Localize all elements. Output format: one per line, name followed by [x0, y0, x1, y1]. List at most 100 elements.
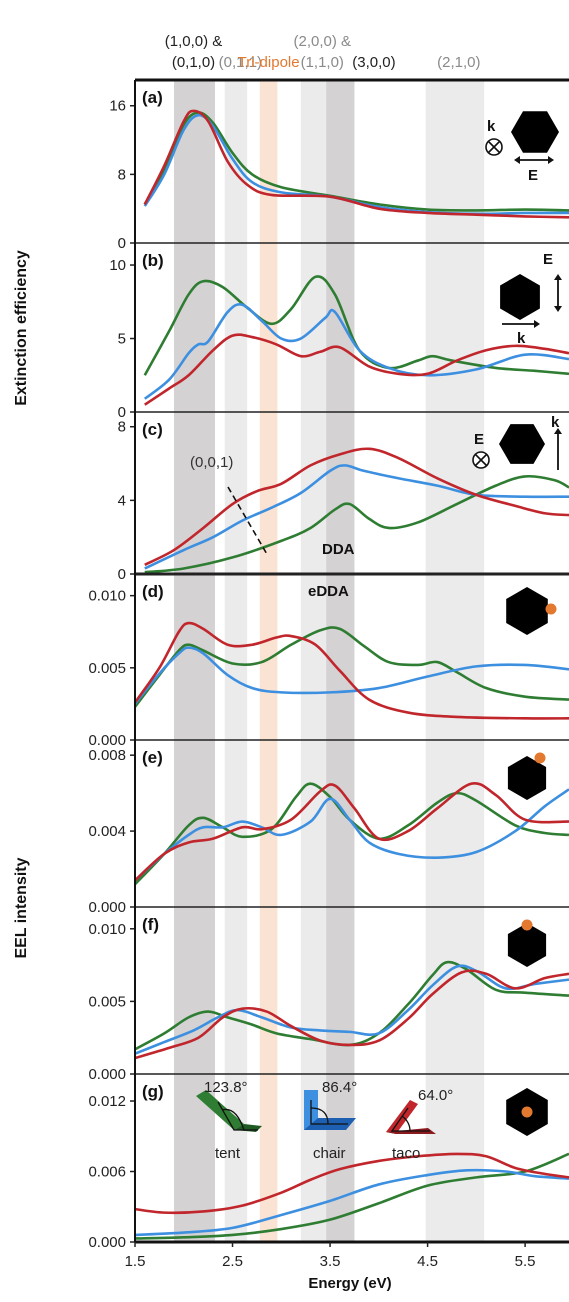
mode-label-2: Tri-dipole — [238, 54, 300, 71]
panel-letter: (d) — [142, 582, 164, 601]
beam-spot-icon — [545, 603, 557, 615]
x-tick-label: 3.5 — [320, 1253, 341, 1270]
hexagon-icon — [507, 923, 547, 967]
e-label: E — [528, 167, 538, 184]
series-blue-line — [134, 1168, 569, 1237]
y-tick-label: 0.005 — [88, 660, 126, 677]
panel-letter: (a) — [142, 88, 163, 107]
y-tick-label: 0.008 — [88, 747, 126, 764]
chair-structure-icon-angle-arc — [310, 1107, 329, 1125]
mode-label-line: (0,1,0) — [172, 54, 215, 71]
tent-structure-icon-angle-arc — [221, 1108, 245, 1131]
beam-spot-icon — [534, 752, 546, 764]
mode-label-line: (0,1,1) — [219, 54, 262, 71]
fold-angle-label: 123.8° — [204, 1079, 248, 1096]
mode-label-1: (0,1,1) — [219, 54, 262, 71]
arrow-up-icon — [554, 428, 562, 434]
y-tick-label: 0.004 — [88, 823, 126, 840]
series-green-line — [144, 474, 569, 574]
series-green-line — [134, 782, 569, 886]
series-red-line — [144, 333, 569, 406]
y-tick-label: 0.005 — [88, 993, 126, 1010]
taco-structure-icon-angle-line — [390, 1107, 430, 1132]
y-tick-label: 0.000 — [88, 1234, 126, 1251]
y-tick-label: 8 — [118, 166, 126, 183]
arrow-right-icon — [534, 320, 540, 328]
fold-angle-label: 86.4° — [322, 1079, 357, 1096]
y-axis-label-extinction: Extinction efficiency — [13, 250, 30, 406]
mode-band-0 — [174, 80, 215, 1242]
mode-label-4: (3,0,0) — [352, 54, 395, 71]
panel-c: 0 4 8 (c) — [118, 419, 569, 583]
tent-structure-icon — [196, 1090, 262, 1132]
x-tick-label: 4.5 — [417, 1253, 438, 1270]
beam-spot-icon — [521, 919, 533, 931]
panel-a: 0 8 16 (a) — [109, 88, 569, 252]
structure-name-label: tent — [215, 1145, 241, 1162]
k-label: k — [551, 414, 560, 431]
y-tick-label: 0 — [118, 235, 126, 252]
series-green-line — [134, 1152, 569, 1240]
y-axis-label-eel: EEL intensity — [13, 857, 30, 958]
y-tick-label: 10 — [109, 257, 126, 274]
k-label: k — [517, 330, 526, 347]
arrow-up-icon — [554, 274, 562, 280]
series-red-line — [143, 109, 569, 219]
hexagon-icon — [511, 111, 559, 153]
series-red-line — [134, 1152, 569, 1215]
y-tick-label: 0.010 — [88, 921, 126, 938]
tent-structure-icon-angle-line — [217, 1101, 258, 1131]
hexagon-icon — [499, 424, 545, 464]
y-tick-label: 0.010 — [88, 588, 126, 605]
panel-letter: (b) — [142, 251, 164, 270]
series-green-line — [133, 626, 569, 708]
mode-annotation-001: (0,0,1) — [190, 454, 233, 471]
k-into-page-icon-x2 — [487, 140, 501, 154]
fold-angle-label: 64.0° — [418, 1087, 453, 1104]
hexagon-icon — [507, 756, 547, 800]
mode-annotation-dashed-line — [227, 486, 269, 557]
e-label: E — [474, 431, 484, 448]
panel-e: 0.000 0.004 0.008 (e) — [88, 747, 569, 916]
mode-band-3 — [300, 80, 327, 1242]
mode-label-3: (2,0,0) & (1,1,0) — [293, 33, 351, 71]
arrow-right-icon — [548, 156, 554, 164]
y-tick-label: 5 — [118, 331, 126, 348]
series-red-line — [133, 621, 569, 720]
y-tick-label: 4 — [118, 492, 126, 509]
chair-structure-icon — [304, 1090, 356, 1130]
taco-structure-icon-angle-arc — [401, 1115, 411, 1132]
beam-spot-icon — [521, 1106, 533, 1118]
arrow-left-icon — [514, 156, 520, 164]
mode-label-0: (1,0,0) & (0,1,0) — [165, 33, 223, 71]
panel-d: 0.000 0.005 0.010 (d) — [88, 582, 569, 749]
series-blue-line — [133, 646, 569, 705]
mode-label-line: (2,0,0) & — [293, 33, 351, 50]
tent-structure-icon-panel-a — [196, 1090, 244, 1130]
y-tick-label: 0 — [118, 566, 126, 583]
series-red-line — [134, 969, 569, 1060]
panel-letter: (f) — [142, 915, 159, 934]
x-axis-label: Energy (eV) — [308, 1275, 391, 1292]
mode-label-5: (2,1,0) — [437, 54, 480, 71]
panel-b: 0 5 10 (b) — [109, 251, 569, 421]
y-tick-label: 0.012 — [88, 1093, 126, 1110]
y-tick-label: 8 — [118, 419, 126, 436]
y-tick-label: 0.006 — [88, 1164, 126, 1181]
e-label: E — [543, 251, 553, 268]
e-into-page-icon-x2 — [474, 453, 488, 467]
panel-f: 0.000 0.005 0.010 (f) — [88, 915, 569, 1083]
series-red-line — [134, 781, 569, 882]
arrow-down-icon — [554, 306, 562, 312]
x-tick-label: 1.5 — [125, 1253, 146, 1270]
dda-label: DDA — [322, 541, 355, 558]
mode-label-line: (2,1,0) — [437, 54, 480, 71]
mode-label-line: (1,1,0) — [301, 54, 344, 71]
x-tick-label: 5.5 — [515, 1253, 536, 1270]
structure-name-label: taco — [392, 1145, 420, 1162]
panel-g: 0.000 0.006 0.012 (g) — [88, 1082, 569, 1251]
y-tick-label: 0.000 — [88, 1066, 126, 1083]
y-tick-label: 0 — [118, 404, 126, 421]
panel-letter: (e) — [142, 748, 163, 767]
